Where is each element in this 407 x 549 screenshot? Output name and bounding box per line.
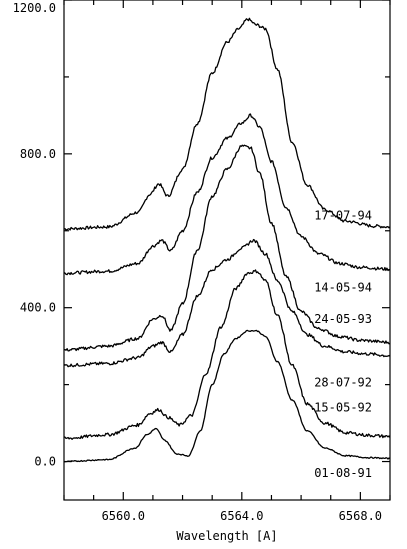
x-axis-title: Wavelength [A]: [176, 529, 277, 543]
y-tick-label: 0.0: [34, 455, 56, 469]
series-line-14-05-94: [63, 113, 391, 276]
y-tick-label: 800.0: [20, 147, 56, 161]
series-line-28-07-92: [63, 238, 391, 368]
series-line-24-05-93: [63, 144, 391, 352]
series-label: 17-07-94: [314, 208, 372, 222]
series-label: 15-05-92: [314, 401, 372, 415]
y-tick-label: 400.0: [20, 301, 56, 315]
series-label: 28-07-92: [314, 376, 372, 390]
series-line-01-08-91: [63, 329, 391, 463]
y-tick-label: 1200.0: [13, 1, 56, 15]
ticks-layer: 0.0 400.0 800.0 1200.0 6560.0 6564.0 6568.0: [13, 0, 391, 523]
series-label: 24-05-93: [314, 312, 372, 326]
x-tick-label: 6568.0: [339, 509, 382, 523]
x-tick-label: 6560.0: [102, 509, 145, 523]
labels-layer: 17-07-94 14-05-94 24-05-93 28-07-92 15-05-92…: [314, 208, 372, 480]
x-tick-label: 6564.0: [220, 509, 263, 523]
series-label: 14-05-94: [314, 281, 372, 295]
series-line-17-07-94: [63, 17, 391, 231]
series-label: 01-08-91: [314, 466, 372, 480]
series-line-15-05-92: [63, 269, 391, 440]
plot-frame: [63, 0, 391, 501]
series-layer: [63, 17, 391, 463]
